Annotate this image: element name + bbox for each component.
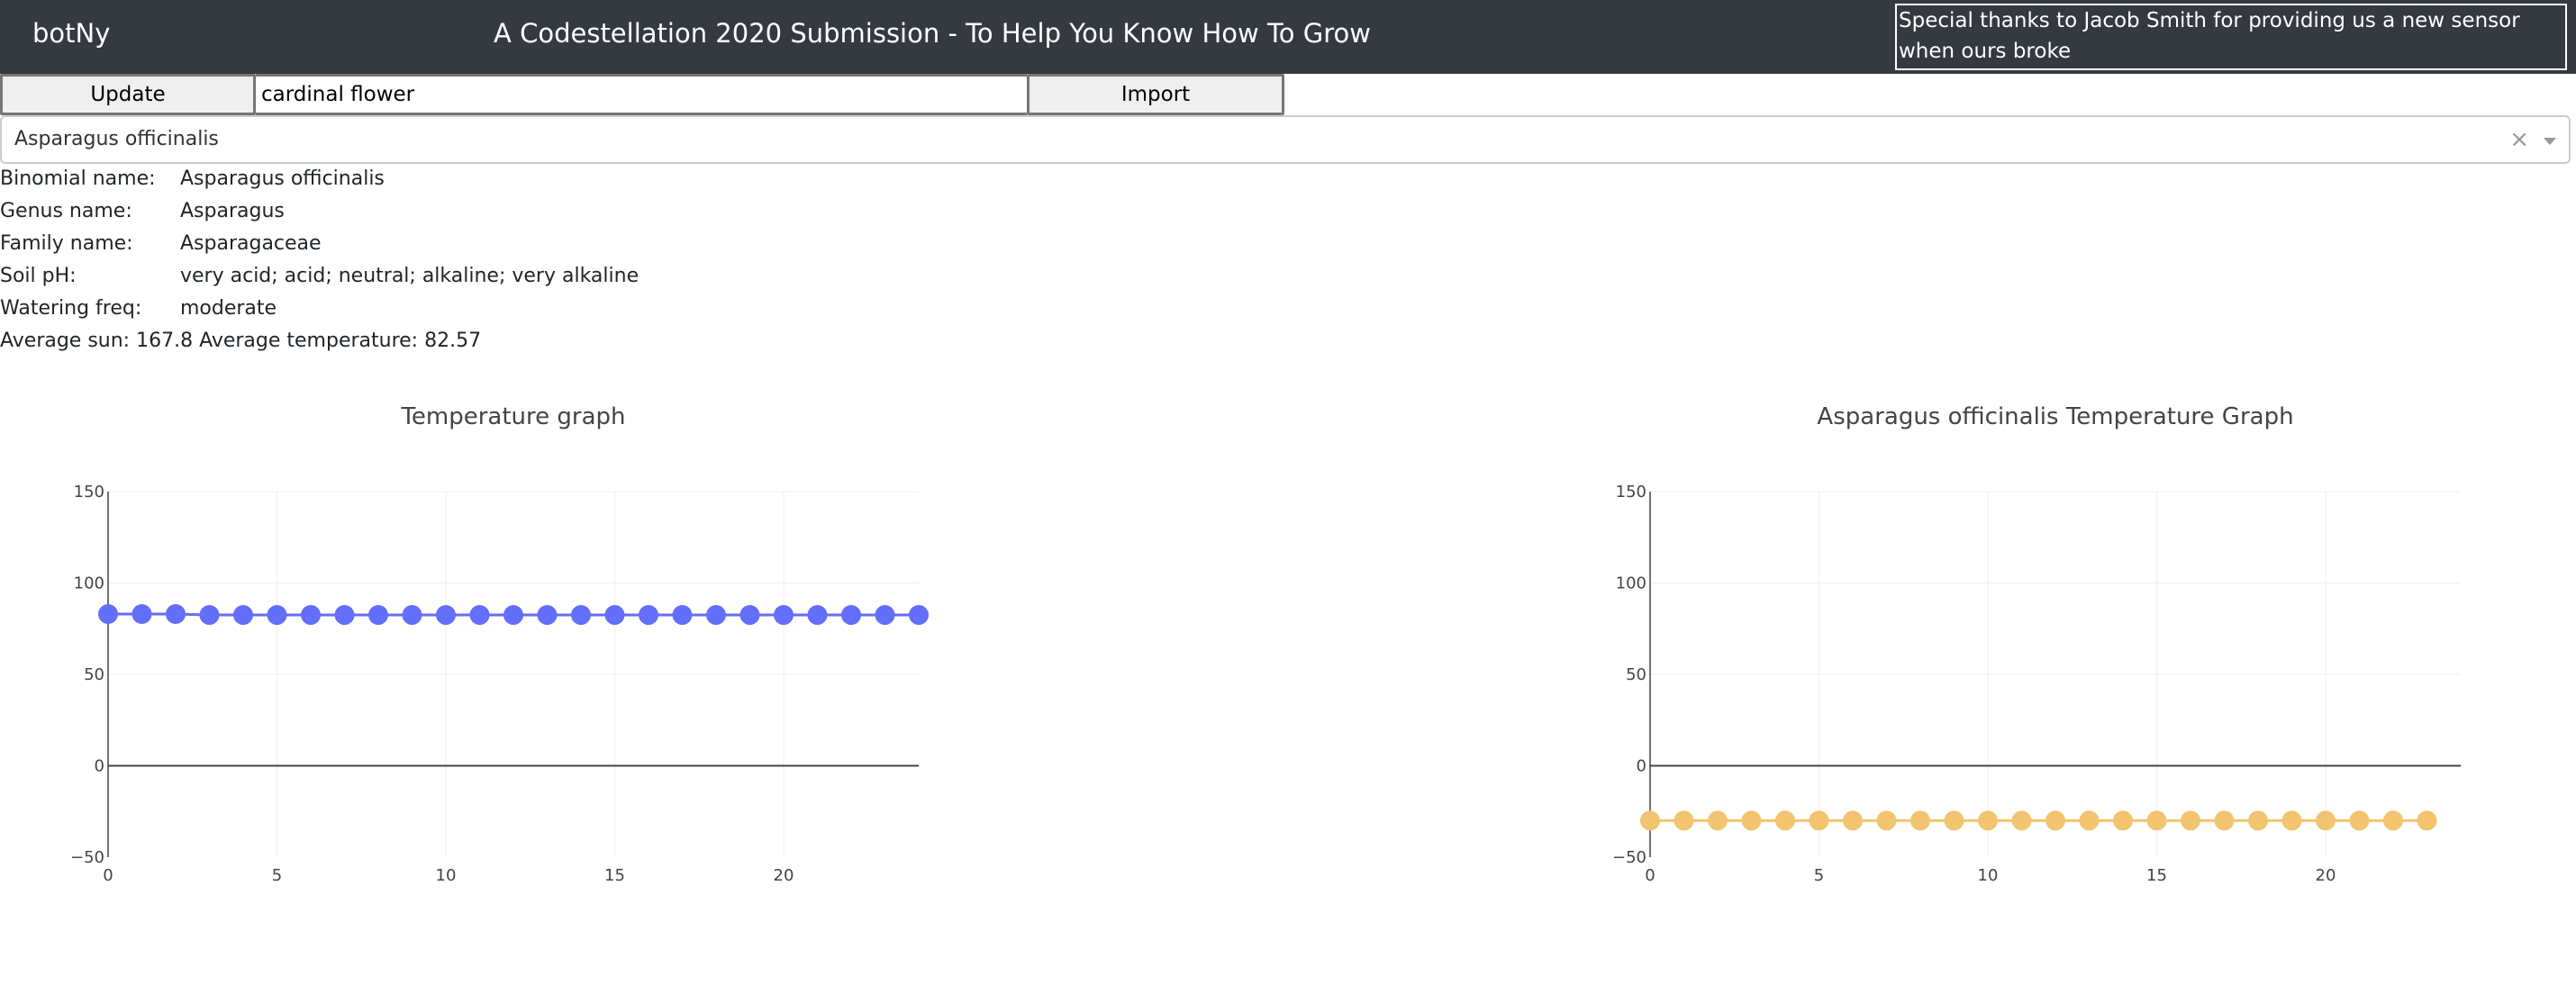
data-point bbox=[368, 605, 388, 626]
data-point bbox=[1809, 810, 1829, 831]
data-point bbox=[1640, 810, 1660, 831]
y-tick-label: −50 bbox=[1612, 848, 1646, 867]
data-point bbox=[301, 605, 321, 626]
x-tick-label: 5 bbox=[1814, 866, 1824, 885]
data-point bbox=[2383, 810, 2403, 831]
data-point bbox=[1673, 810, 1694, 831]
data-point bbox=[1910, 810, 1930, 831]
data-point bbox=[1876, 810, 1897, 831]
info-value: Asparagus bbox=[180, 200, 285, 222]
info-value: Asparagus officinalis bbox=[180, 167, 385, 190]
data-point bbox=[98, 604, 118, 625]
data-point bbox=[537, 605, 558, 626]
data-point bbox=[233, 605, 253, 626]
data-point bbox=[2045, 810, 2065, 831]
data-point bbox=[2248, 810, 2268, 831]
brand-logo[interactable]: botNy bbox=[32, 18, 111, 49]
data-point bbox=[2214, 810, 2235, 831]
update-button[interactable]: Update bbox=[0, 74, 256, 115]
data-point bbox=[267, 605, 287, 626]
dropdown-selected-value: Asparagus officinalis bbox=[14, 128, 219, 150]
info-label: Watering freq: bbox=[0, 297, 142, 320]
info-value: moderate bbox=[180, 297, 277, 320]
data-point bbox=[604, 605, 625, 626]
plant-temperature-chart[interactable]: Asparagus officinalis Temperature Graph … bbox=[1542, 387, 2488, 909]
y-tick-label: 150 bbox=[1616, 483, 1646, 502]
data-point bbox=[1741, 810, 1762, 831]
x-tick-label: 15 bbox=[2146, 866, 2167, 885]
y-tick-label: 100 bbox=[74, 574, 104, 593]
y-tick-label: 50 bbox=[84, 665, 104, 684]
data-point bbox=[503, 605, 523, 626]
data-point bbox=[706, 605, 726, 626]
plant-select-dropdown[interactable]: Asparagus officinalis × bbox=[0, 115, 2571, 164]
thanks-banner: Special thanks to Jacob Smith for provid… bbox=[1895, 4, 2567, 70]
data-point bbox=[199, 605, 220, 626]
data-point bbox=[2079, 810, 2100, 831]
data-point bbox=[2417, 810, 2437, 831]
data-point bbox=[436, 605, 456, 626]
clear-icon[interactable]: × bbox=[2509, 126, 2529, 153]
data-point bbox=[334, 605, 355, 626]
data-point bbox=[1843, 810, 1863, 831]
data-point bbox=[166, 604, 186, 625]
y-tick-label: 150 bbox=[74, 483, 104, 502]
y-tick-label: 100 bbox=[1616, 574, 1646, 593]
data-point bbox=[132, 604, 152, 625]
data-point bbox=[402, 605, 422, 626]
info-label: Binomial name: bbox=[0, 167, 156, 190]
data-point bbox=[469, 605, 490, 626]
data-point bbox=[2011, 810, 2032, 831]
data-point bbox=[1944, 810, 1964, 831]
info-label: Genus name: bbox=[0, 200, 132, 222]
x-tick-label: 5 bbox=[272, 866, 282, 885]
y-tick-label: 50 bbox=[1626, 665, 1646, 684]
data-point bbox=[672, 605, 693, 626]
averages-text: Average sun: 167.8 Average temperature: … bbox=[0, 330, 482, 352]
chart-title: Asparagus officinalis Temperature Graph bbox=[1817, 403, 2294, 430]
info-label: Family name: bbox=[0, 232, 133, 255]
data-point bbox=[909, 605, 929, 626]
info-value: very acid; acid; neutral; alkaline; very… bbox=[180, 265, 639, 287]
data-point bbox=[2181, 810, 2200, 831]
data-point bbox=[571, 605, 591, 626]
data-point bbox=[739, 605, 760, 626]
data-point bbox=[807, 605, 828, 626]
data-point bbox=[841, 605, 861, 626]
data-point bbox=[2349, 810, 2370, 831]
y-tick-label: 0 bbox=[1637, 757, 1646, 776]
data-point bbox=[774, 605, 794, 626]
y-tick-label: 0 bbox=[95, 757, 104, 776]
data-point bbox=[875, 605, 895, 626]
data-point bbox=[1708, 810, 1728, 831]
data-point bbox=[639, 605, 658, 626]
x-tick-label: 10 bbox=[1978, 866, 1999, 885]
chevron-down-icon[interactable] bbox=[2544, 138, 2556, 145]
x-tick-label: 10 bbox=[436, 866, 457, 885]
x-tick-label: 0 bbox=[103, 866, 113, 885]
x-tick-label: 15 bbox=[604, 866, 625, 885]
data-point bbox=[2316, 810, 2336, 831]
page-title: A Codestellation 2020 Submission - To He… bbox=[494, 18, 1371, 49]
x-tick-label: 0 bbox=[1645, 866, 1655, 885]
info-label: Soil pH: bbox=[0, 265, 77, 287]
data-point bbox=[2146, 810, 2167, 831]
chart-title: Temperature graph bbox=[401, 403, 626, 430]
data-point bbox=[1775, 810, 1795, 831]
temperature-chart[interactable]: Temperature graph −50 0 50 100 150 0 5 10 15 20 bbox=[0, 387, 946, 909]
info-value: Asparagaceae bbox=[180, 232, 322, 255]
x-tick-label: 20 bbox=[774, 866, 794, 885]
data-point bbox=[1978, 810, 1998, 831]
import-button[interactable]: Import bbox=[1027, 74, 1284, 115]
plant-search-input[interactable] bbox=[256, 74, 1027, 115]
data-point bbox=[2281, 810, 2302, 831]
navbar: botNy A Codestellation 2020 Submission -… bbox=[0, 0, 2576, 74]
data-point bbox=[2113, 810, 2133, 831]
x-tick-label: 20 bbox=[2316, 866, 2336, 885]
y-tick-label: −50 bbox=[70, 848, 104, 867]
